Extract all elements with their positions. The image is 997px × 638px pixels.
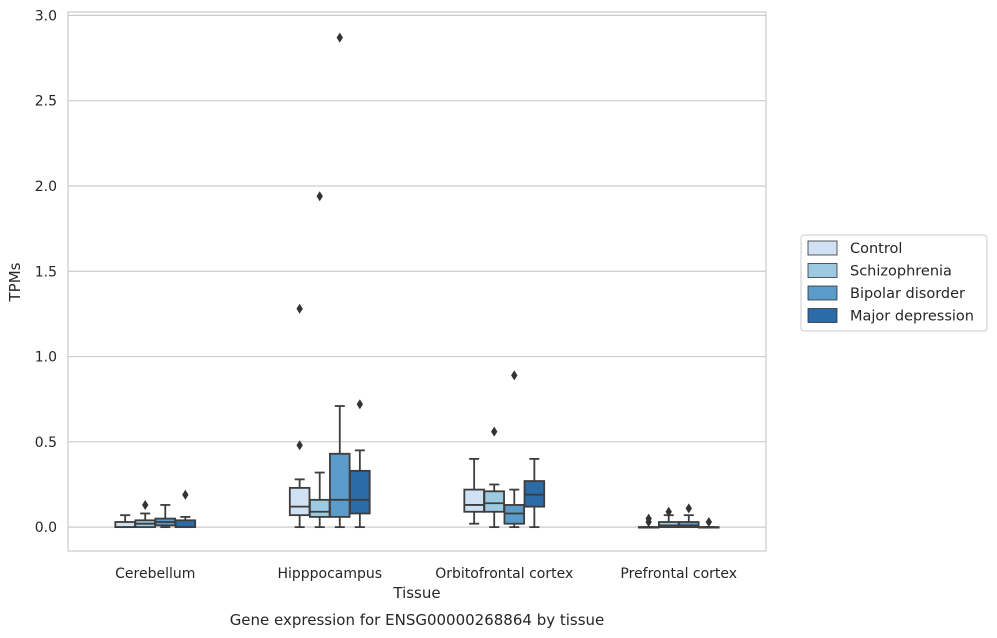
category-group <box>114 489 197 529</box>
outlier-point <box>705 517 713 528</box>
outlier-point <box>296 440 303 451</box>
outlier-point <box>142 499 149 510</box>
legend-label: Schizophrenia <box>850 264 952 280</box>
category-group <box>288 32 371 529</box>
box-iqr <box>349 469 371 515</box>
category-group <box>463 370 546 529</box>
category-group <box>637 503 720 529</box>
y-tick-label: 1.0 <box>35 350 57 366</box>
box-iqr <box>483 490 505 513</box>
box-iqr <box>288 486 311 517</box>
y-tick-label: 2.0 <box>35 179 57 195</box>
legend-label: Control <box>850 241 902 257</box>
outlier-point <box>182 489 189 500</box>
legend-swatch <box>807 285 838 301</box>
outlier-point <box>491 426 498 437</box>
legend-swatch <box>807 240 838 256</box>
box-iqr <box>463 488 485 513</box>
y-tick-label: 2.5 <box>35 94 57 110</box>
outlier-point <box>645 513 652 524</box>
y-tick-labels: 0.0 0.5 1.0 1.5 2.0 2.5 3.0 <box>35 8 57 536</box>
outlier-point <box>511 370 518 381</box>
outlier-point <box>356 399 364 410</box>
outlier-point <box>316 191 323 202</box>
y-tick-label: 0.5 <box>35 435 57 451</box>
legend: Control Schizophrenia Bipolar disorder Majo… <box>800 234 988 332</box>
box-groups <box>114 32 720 529</box>
x-tick-label: Cerebellum <box>115 566 195 582</box>
y-tick-label: 1.5 <box>35 264 57 280</box>
x-tick-label: Hipppocampus <box>277 566 382 582</box>
legend-label: Bipolar disorder <box>850 286 965 302</box>
chart-caption: Gene expression for ENSG00000268864 by t… <box>230 611 605 629</box>
outlier-point <box>336 32 343 43</box>
outlier-point <box>685 503 692 514</box>
y-tick-label: 0.0 <box>35 520 57 536</box>
box-iqr <box>329 452 351 518</box>
box-iqr <box>174 519 197 529</box>
y-gridlines <box>68 14 766 528</box>
outlier-point <box>665 506 672 517</box>
legend-swatch <box>807 308 838 323</box>
y-axis-title: TPMs <box>6 262 24 302</box>
legend-swatch <box>807 263 838 278</box>
x-axis-title: Tissue <box>392 584 440 602</box>
legend-frame <box>800 234 988 332</box>
x-tick-label: Orbitofrontal cortex <box>435 566 573 582</box>
x-tick-labels: Cerebellum Hipppocampus Orbitofrontal cort… <box>115 566 737 582</box>
y-tick-label: 3.0 <box>35 8 57 24</box>
outlier-point <box>296 303 303 314</box>
box-iqr <box>308 498 331 518</box>
x-tick-label: Prefrontal cortex <box>620 566 737 582</box>
plot-area <box>67 11 767 552</box>
legend-label: Major depression <box>850 309 974 325</box>
